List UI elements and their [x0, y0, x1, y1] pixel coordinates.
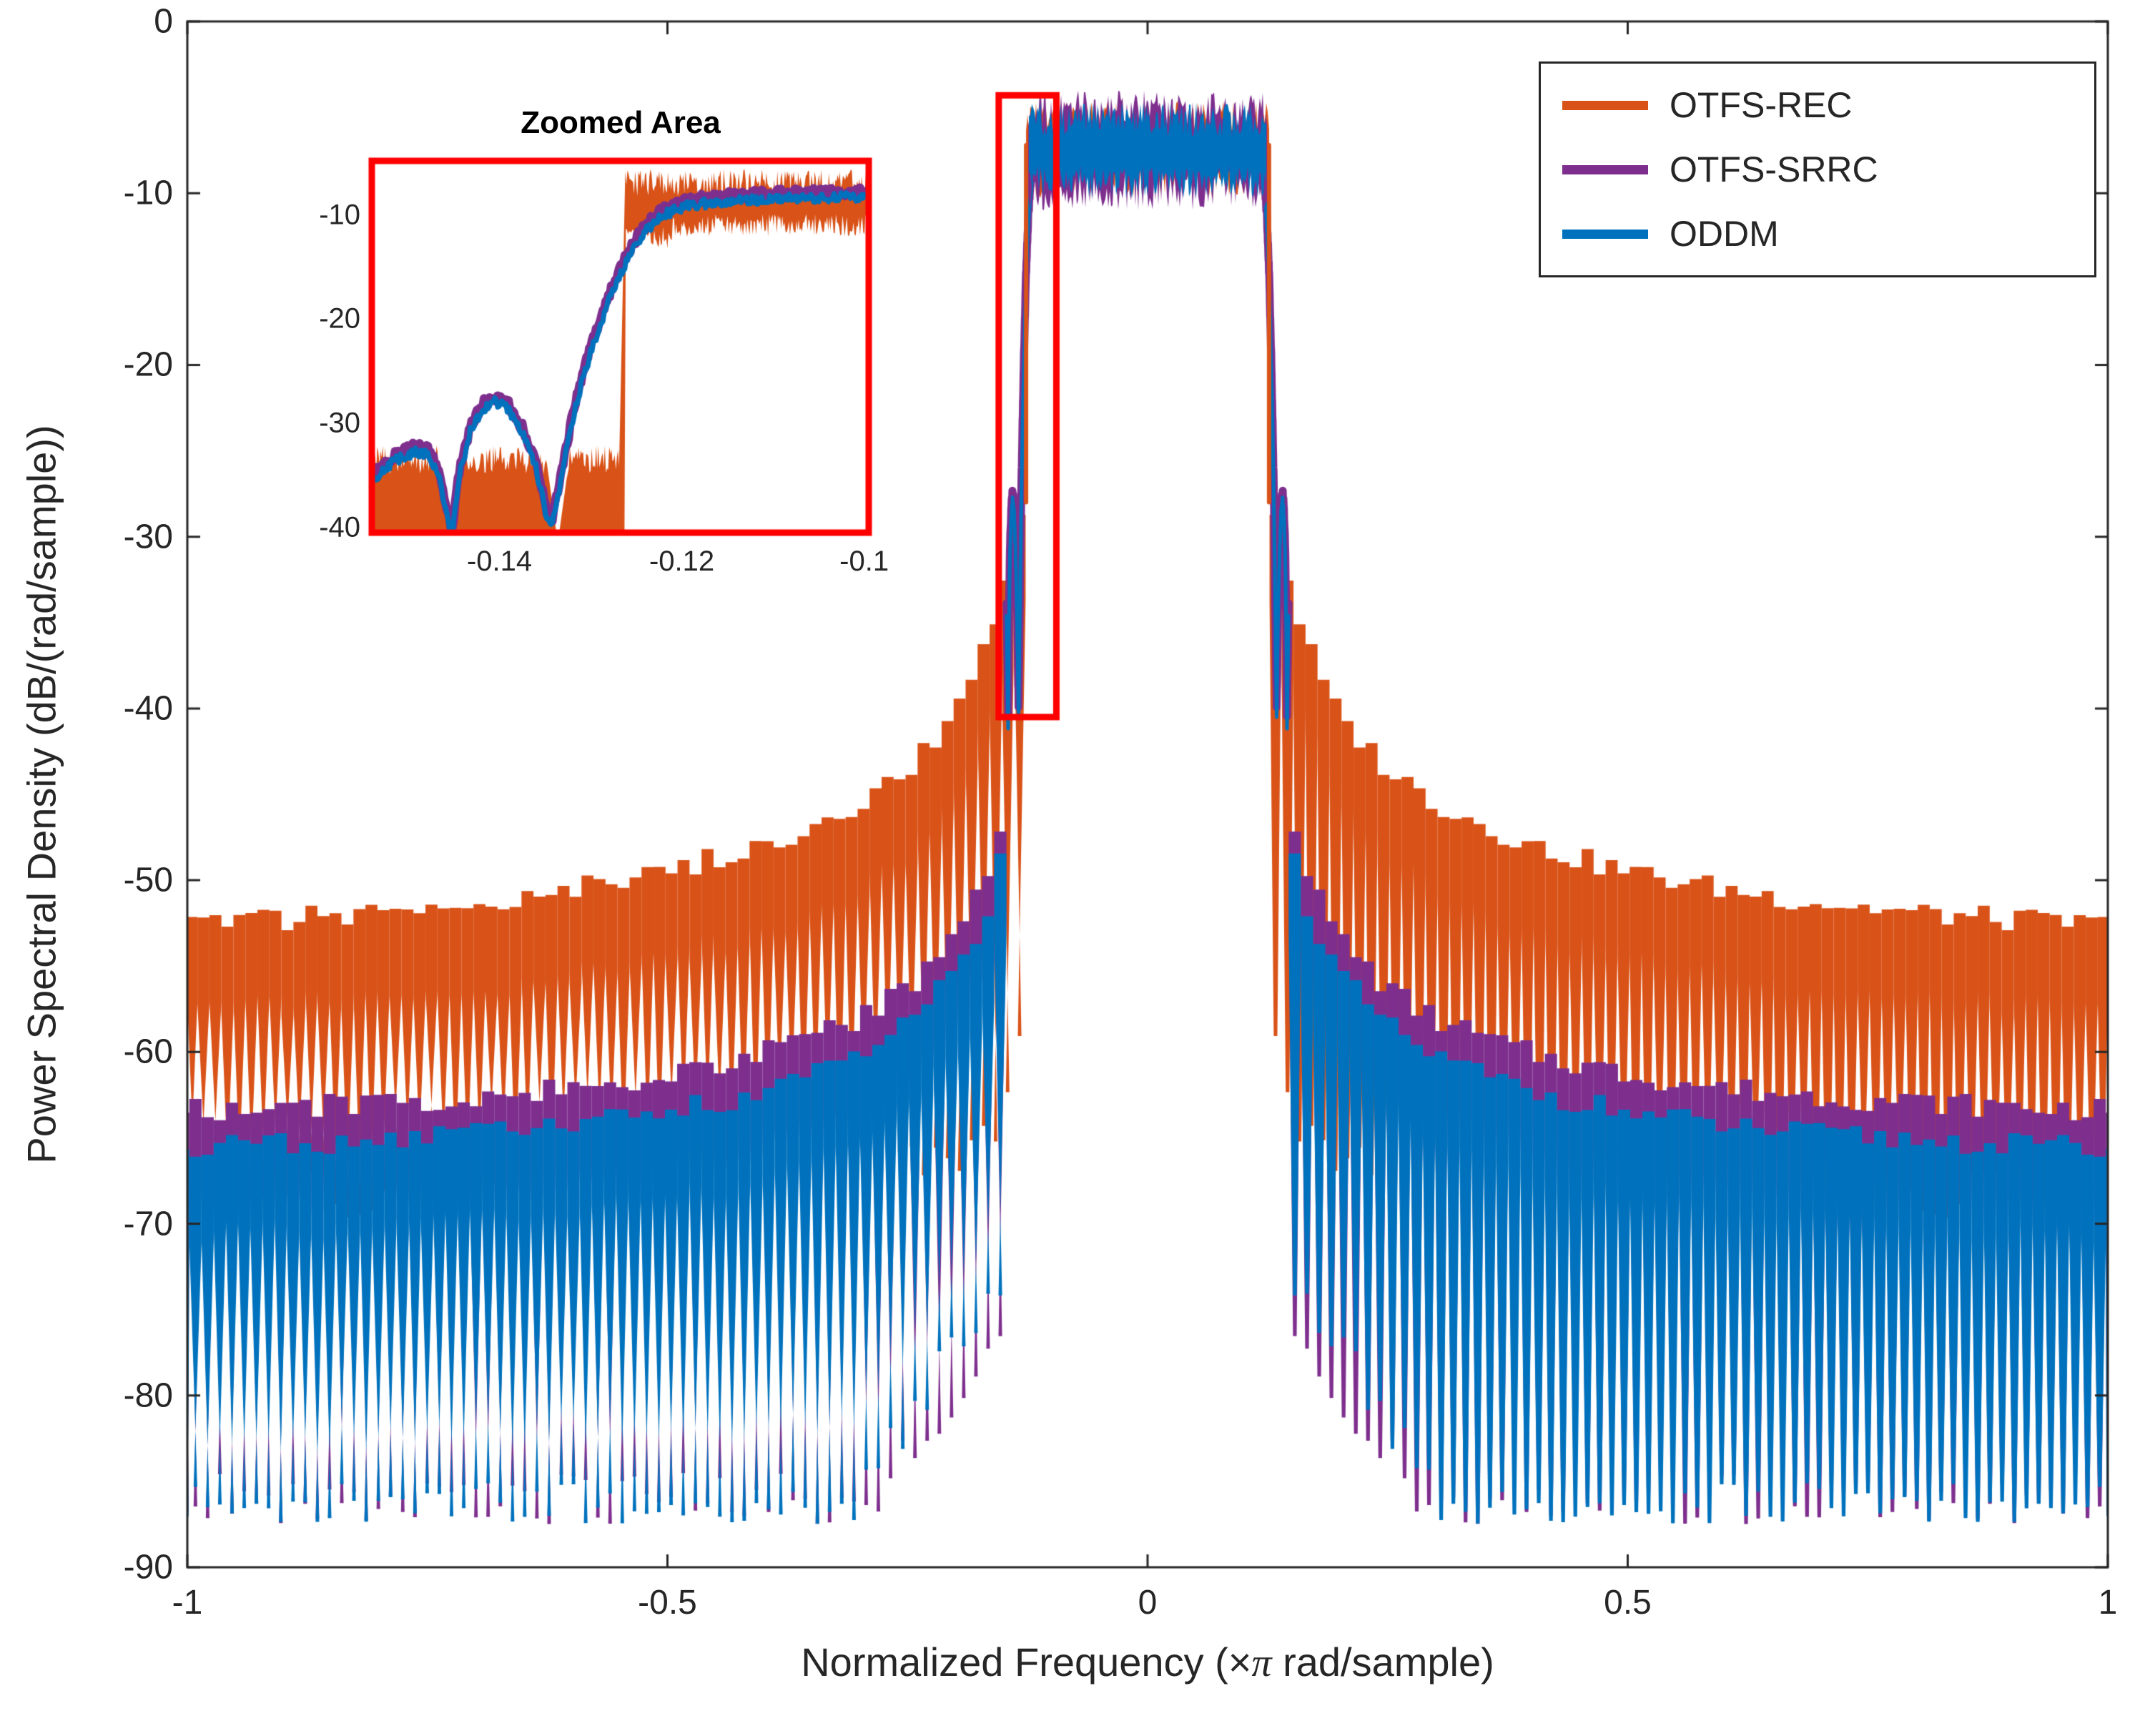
y-tick-label: -70	[123, 1205, 173, 1243]
legend-swatch-otfs-rec	[1562, 100, 1648, 110]
y-tick-label: -20	[123, 345, 173, 384]
inset-y-tick-label: -30	[319, 407, 360, 439]
y-tick-label: -50	[123, 861, 173, 899]
y-tick-label: -40	[123, 689, 173, 728]
x-tick-label: -1	[172, 1584, 203, 1622]
legend: OTFS-REC OTFS-SRRC ODDM	[1539, 61, 2096, 277]
x-tick-label: 0	[1138, 1584, 1158, 1622]
y-tick-label: -60	[123, 1032, 173, 1071]
inset-y-tick-label: -10	[319, 199, 360, 231]
legend-label-oddm: ODDM	[1670, 214, 1779, 254]
inset-x-tick-label: -0.14	[466, 546, 533, 577]
x-axis-label-suffix: rad/sample)	[1271, 1639, 1494, 1685]
inset-x-tick-label: -0.12	[649, 546, 715, 577]
legend-swatch-otfs-srrc	[1562, 164, 1648, 174]
legend-entry-oddm: ODDM	[1562, 211, 2073, 257]
legend-swatch-oddm	[1562, 229, 1648, 239]
x-axis-label-prefix: Normalized Frequency (×	[801, 1639, 1252, 1685]
legend-label-otfs-srrc: OTFS-SRRC	[1670, 149, 1878, 189]
legend-entry-otfs-rec: OTFS-REC	[1562, 82, 2073, 128]
pi-symbol: π	[1251, 1641, 1272, 1685]
y-axis-label: Power Spectral Density (dB/(rad/sample))	[19, 425, 64, 1164]
y-tick-label: -80	[123, 1376, 173, 1415]
legend-entry-otfs-srrc: OTFS-SRRC	[1562, 147, 2073, 192]
x-tick-label: -0.5	[638, 1584, 697, 1622]
inset-y-tick-label: -20	[319, 302, 360, 335]
inset-y-tick-label: -40	[319, 511, 360, 543]
inset-title: Zoomed Area	[521, 105, 721, 140]
legend-label-otfs-rec: OTFS-REC	[1670, 85, 1853, 125]
inset-x-tick-label: -0.1	[839, 546, 889, 577]
y-tick-label: 0	[154, 2, 173, 41]
x-tick-label: 1	[2098, 1584, 2118, 1622]
x-axis-label: Normalized Frequency (×π rad/sample)	[801, 1639, 1494, 1686]
x-tick-label: 0.5	[1604, 1584, 1652, 1622]
y-tick-label: -10	[123, 174, 173, 212]
y-tick-label: -30	[123, 518, 173, 556]
y-tick-label: -90	[123, 1548, 173, 1587]
